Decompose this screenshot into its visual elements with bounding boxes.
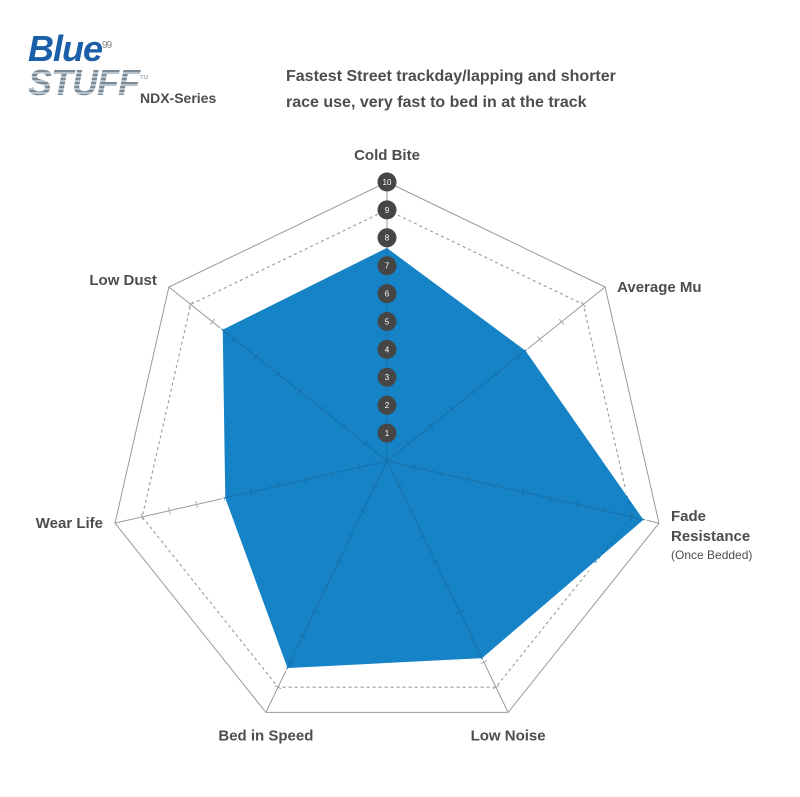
svg-text:6: 6 [385,290,390,299]
svg-text:(Once Bedded): (Once Bedded) [671,548,752,562]
svg-text:5: 5 [385,317,390,326]
svg-text:1: 1 [385,429,390,438]
svg-text:2: 2 [385,401,390,410]
svg-text:Resistance: Resistance [671,528,750,545]
svg-text:4: 4 [385,345,390,354]
svg-text:3: 3 [385,373,390,382]
svg-text:Fade: Fade [671,508,706,525]
svg-text:Average Mu: Average Mu [617,279,701,296]
svg-text:9: 9 [385,206,390,215]
svg-text:Cold Bite: Cold Bite [354,147,420,164]
svg-text:7: 7 [385,262,390,271]
svg-text:Wear Life: Wear Life [36,515,103,532]
svg-text:Bed in Speed: Bed in Speed [218,727,313,744]
svg-text:10: 10 [383,178,392,187]
svg-text:Low Dust: Low Dust [89,272,157,289]
svg-text:8: 8 [385,234,390,243]
svg-text:Low Noise: Low Noise [471,727,546,744]
